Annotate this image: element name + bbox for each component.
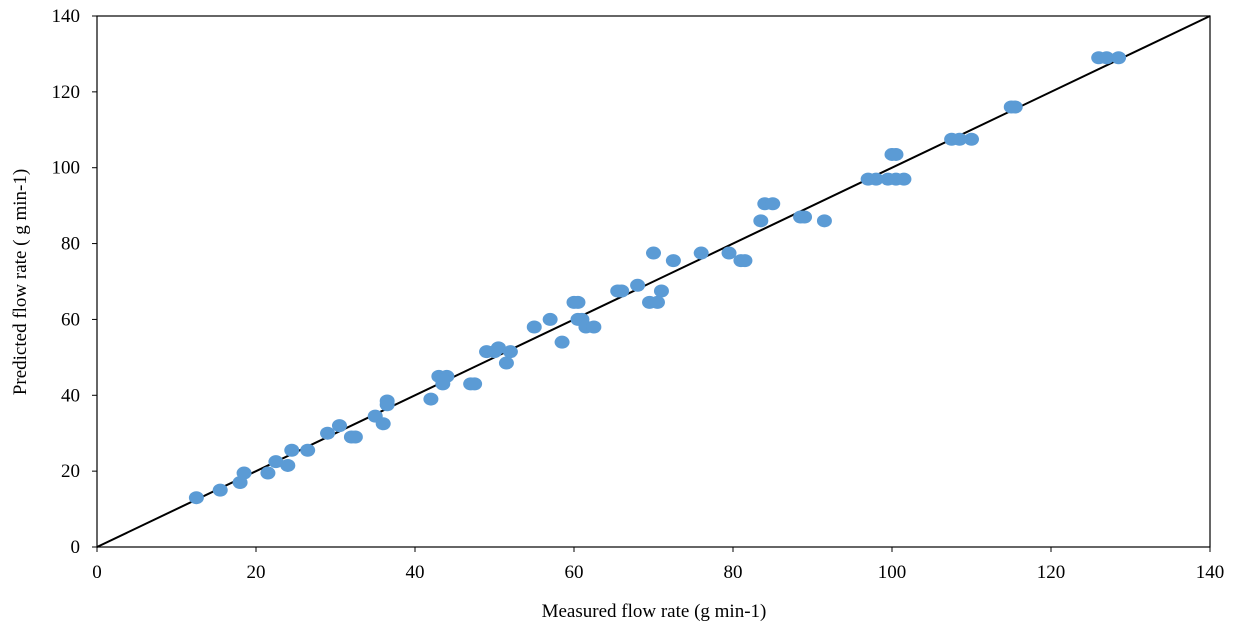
data-point bbox=[423, 392, 439, 406]
y-tick-label: 80 bbox=[61, 234, 80, 255]
data-point bbox=[721, 246, 737, 260]
x-tick-label: 140 bbox=[1196, 562, 1225, 583]
data-point bbox=[797, 210, 813, 224]
data-point bbox=[498, 356, 514, 370]
y-tick-label: 0 bbox=[71, 537, 81, 558]
x-tick-label: 120 bbox=[1037, 562, 1066, 583]
data-point bbox=[542, 312, 558, 326]
data-point bbox=[1111, 51, 1127, 65]
y-tick-label: 140 bbox=[52, 6, 81, 27]
data-point bbox=[737, 254, 753, 268]
data-point bbox=[1007, 100, 1023, 114]
data-point bbox=[300, 443, 316, 457]
data-point bbox=[753, 214, 769, 228]
data-point bbox=[188, 491, 204, 505]
y-tick-label: 20 bbox=[61, 461, 80, 482]
data-point bbox=[435, 373, 451, 387]
data-point bbox=[964, 132, 979, 146]
data-point bbox=[665, 254, 681, 268]
data-point bbox=[653, 284, 669, 298]
y-axis-title: Predicted flow rate ( g min-1) bbox=[10, 169, 31, 395]
data-point bbox=[586, 320, 602, 334]
data-point bbox=[570, 295, 586, 309]
data-point bbox=[502, 345, 518, 359]
x-tick-label: 100 bbox=[878, 562, 907, 583]
x-tick-label: 0 bbox=[92, 562, 102, 583]
data-point bbox=[952, 132, 968, 146]
data-point bbox=[347, 430, 363, 444]
data-point bbox=[614, 284, 630, 298]
data-point bbox=[490, 341, 506, 355]
data-point bbox=[280, 458, 296, 472]
data-point bbox=[467, 377, 483, 391]
data-point bbox=[868, 172, 884, 186]
y-tick-label: 120 bbox=[52, 82, 81, 103]
data-point bbox=[260, 466, 276, 480]
data-point bbox=[816, 214, 832, 228]
data-point bbox=[236, 466, 252, 480]
reference-line-1-to-1 bbox=[96, 15, 1211, 548]
y-tick-label: 40 bbox=[61, 385, 80, 406]
data-point bbox=[379, 398, 395, 412]
plot-area-border bbox=[96, 15, 1211, 548]
data-point bbox=[526, 320, 542, 334]
data-point bbox=[896, 172, 912, 186]
y-tick-label: 60 bbox=[61, 309, 80, 330]
data-point bbox=[630, 278, 646, 292]
data-point bbox=[693, 246, 709, 260]
data-point bbox=[1099, 51, 1115, 65]
x-tick-label: 80 bbox=[724, 562, 743, 583]
data-point bbox=[320, 426, 336, 440]
data-point bbox=[331, 419, 347, 433]
data-point bbox=[268, 455, 284, 469]
data-point bbox=[649, 295, 665, 309]
data-point bbox=[212, 483, 228, 497]
data-point bbox=[888, 147, 904, 161]
x-axis-title: Measured flow rate (g min-1) bbox=[542, 601, 767, 622]
x-tick-label: 60 bbox=[565, 562, 584, 583]
data-point bbox=[284, 443, 300, 457]
data-point bbox=[765, 197, 781, 211]
y-tick-label: 100 bbox=[52, 158, 81, 179]
data-point bbox=[646, 246, 661, 260]
x-tick-label: 20 bbox=[247, 562, 266, 583]
data-point bbox=[375, 417, 391, 431]
x-tick-label: 40 bbox=[406, 562, 425, 583]
data-point bbox=[554, 335, 570, 349]
